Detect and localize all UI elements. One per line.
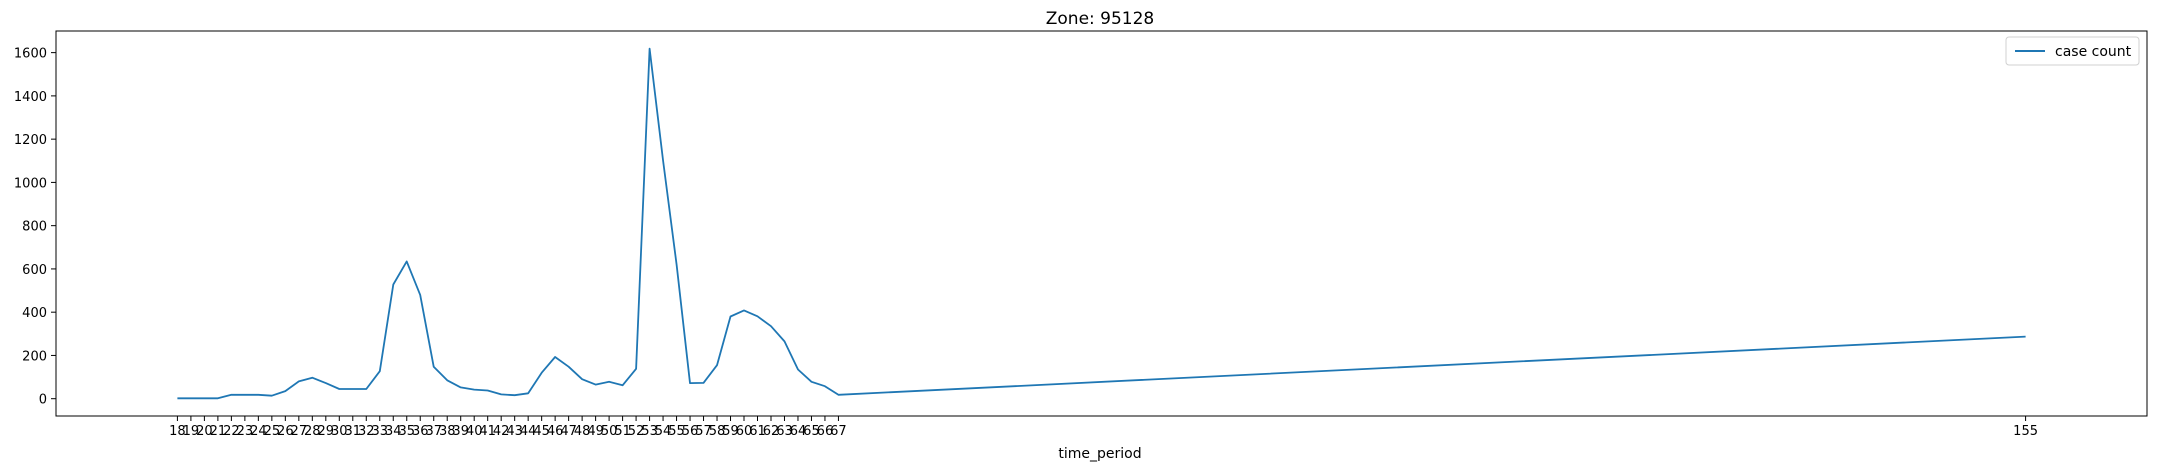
x-tick-label: 56	[682, 424, 699, 439]
x-tick-label: 20	[196, 424, 213, 439]
x-tick-label: 53	[641, 424, 658, 439]
x-tick-label: 58	[709, 424, 726, 439]
legend-box	[2005, 36, 2140, 66]
y-tick-label: 0	[39, 393, 47, 408]
x-tick-label: 37	[425, 424, 442, 439]
x-tick-label: 22	[223, 424, 240, 439]
x-tick-label: 61	[749, 424, 766, 439]
x-axis-label: time_period	[1058, 446, 1141, 462]
x-tick-label: 33	[371, 424, 388, 439]
x-tick-label: 63	[776, 424, 793, 439]
y-tick-label: 1600	[14, 47, 47, 62]
x-tick-label: 55	[668, 424, 685, 439]
x-tick-label: 39	[452, 424, 469, 439]
x-tick-label: 51	[614, 424, 631, 439]
x-tick-label: 30	[331, 424, 348, 439]
x-tick-label: 50	[601, 424, 618, 439]
x-tick-label: 44	[520, 424, 537, 439]
chart-title: Zone: 95128	[1046, 9, 1155, 29]
x-tick-label: 41	[479, 424, 496, 439]
x-tick-label: 19	[183, 424, 200, 439]
y-tick-label: 400	[22, 306, 47, 321]
y-tick-label: 1400	[14, 90, 47, 105]
legend-label: case count	[2055, 44, 2132, 60]
x-tick-label: 23	[237, 424, 254, 439]
x-tick-label: 42	[493, 424, 510, 439]
x-tick-label: 47	[560, 424, 577, 439]
x-tick-label: 59	[722, 424, 739, 439]
x-tick-label: 27	[291, 424, 308, 439]
x-tick-label: 18	[169, 424, 186, 439]
x-tick-label: 57	[695, 424, 712, 439]
y-tick-label: 200	[22, 349, 47, 364]
x-tick-label: 31	[345, 424, 362, 439]
x-tick-label: 66	[817, 424, 834, 439]
x-tick-label: 48	[574, 424, 591, 439]
series-line-case-count	[177, 47, 2026, 400]
x-tick-label: 52	[628, 424, 645, 439]
x-tick-label: 25	[264, 424, 281, 439]
x-tick-label: 24	[250, 424, 267, 439]
x-tick-label: 54	[655, 424, 672, 439]
x-tick-label: 46	[547, 424, 564, 439]
x-tick-label: 32	[358, 424, 375, 439]
x-tick-label: 36	[412, 424, 429, 439]
x-tick-label: 64	[790, 424, 807, 439]
x-tick-label: 67	[830, 424, 847, 439]
legend: case count	[2005, 36, 2140, 66]
x-tick-label: 21	[210, 424, 227, 439]
plot-frame	[55, 30, 2148, 417]
x-tick-label: 65	[803, 424, 820, 439]
x-tick-label: 43	[506, 424, 523, 439]
x-tick-label: 26	[277, 424, 294, 439]
y-tick-label: 1000	[14, 176, 47, 191]
y-tick-label: 1200	[14, 133, 47, 148]
y-tick-label: 600	[22, 263, 47, 278]
y-tick-label: 800	[22, 220, 47, 235]
x-tick-label: 155	[2013, 424, 2038, 439]
x-tick-label: 35	[398, 424, 415, 439]
x-tick-label: 28	[304, 424, 321, 439]
plot-area: 0200400600800100012001400160018192021222…	[14, 47, 2038, 439]
x-tick-label: 38	[439, 424, 456, 439]
x-tick-label: 29	[318, 424, 335, 439]
x-tick-label: 49	[587, 424, 604, 439]
x-tick-label: 45	[533, 424, 550, 439]
x-tick-label: 40	[466, 424, 483, 439]
x-tick-label: 62	[763, 424, 780, 439]
x-tick-label: 60	[736, 424, 753, 439]
x-tick-label: 34	[385, 424, 402, 439]
